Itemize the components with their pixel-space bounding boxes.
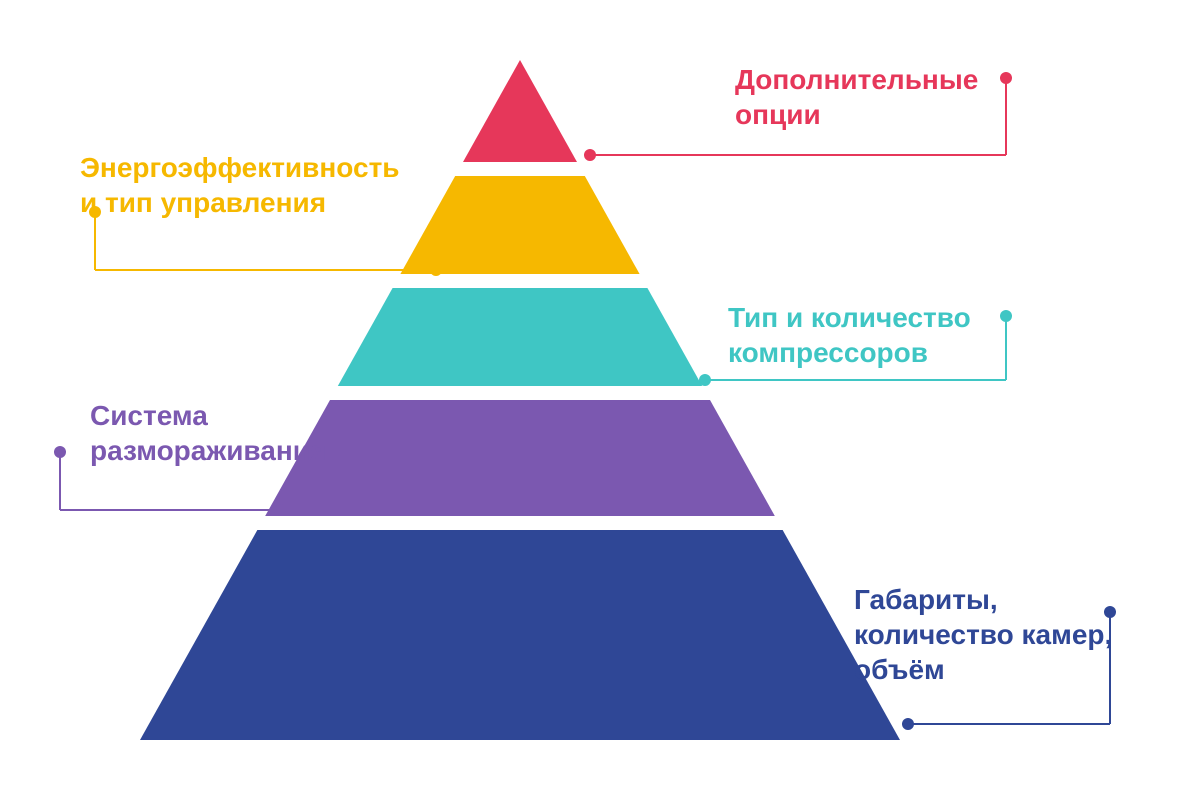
level-label-l4: Система размораживания (90, 398, 326, 468)
level-label-l2: Энергоэффективность и тип управления (80, 150, 400, 220)
pyramid-level-l3 (338, 288, 702, 386)
level-label-l3: Тип и количество компрессоров (728, 300, 971, 370)
level-label-l5: Габариты, количество камер, объём (854, 582, 1112, 687)
pyramid-level-l4 (265, 400, 775, 516)
pyramid-level-l5 (140, 530, 900, 740)
pyramid-infographic: Дополнительные опции Энергоэффективность … (0, 0, 1200, 799)
pyramid-level-l1 (463, 60, 577, 162)
level-label-l1: Дополнительные опции (735, 62, 978, 132)
pyramid-level-l2 (400, 176, 639, 274)
